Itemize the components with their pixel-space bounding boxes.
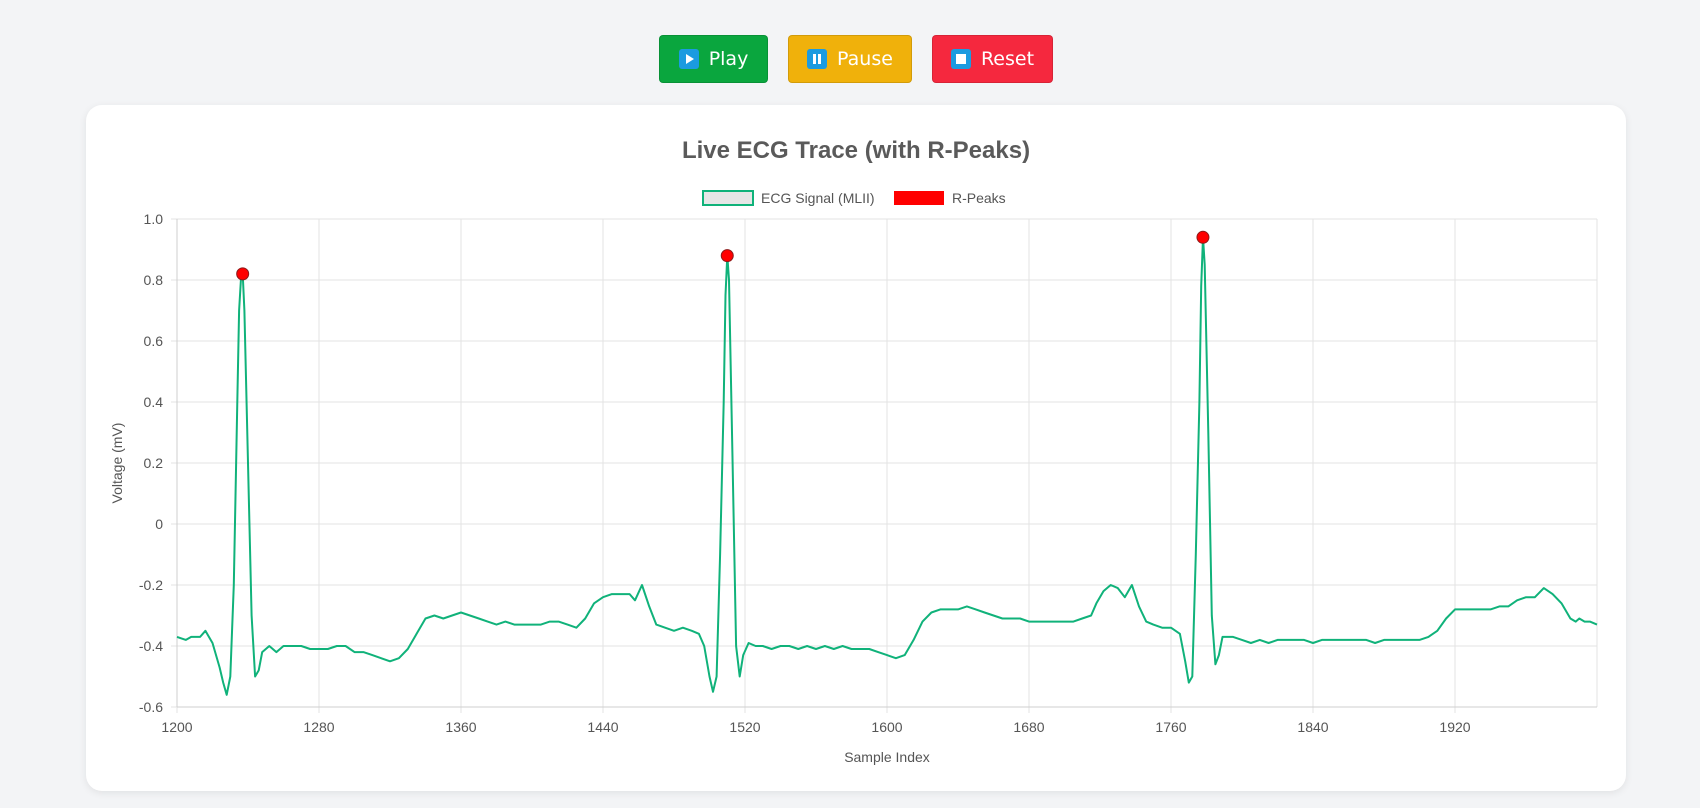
- y-tick-label: 0.8: [144, 272, 164, 288]
- y-axis-label: Voltage (mV): [109, 423, 125, 504]
- reset-button[interactable]: Reset: [932, 35, 1053, 83]
- stop-icon: [950, 49, 971, 69]
- tick-labels: 1200 1280 1360 1440 1520 1600 1680 1760 1840 1920…: [139, 211, 1471, 735]
- pause-button-label: Pause: [837, 48, 893, 70]
- x-tick-label: 1200: [161, 719, 192, 735]
- reset-button-label: Reset: [980, 48, 1035, 70]
- pause-button[interactable]: Pause: [788, 35, 912, 83]
- x-tick-label: 1840: [1297, 719, 1328, 735]
- chart-title: Live ECG Trace (with R-Peaks): [682, 137, 1030, 164]
- x-tick-label: 1680: [1013, 719, 1044, 735]
- y-tick-label: 0: [155, 516, 163, 532]
- grid: [171, 218, 1598, 713]
- axes: [176, 219, 1597, 708]
- play-icon: [678, 49, 699, 69]
- chart-card: Live ECG Trace (with R-Peaks) ECG Signal…: [86, 105, 1626, 791]
- r-peak-point[interactable]: [236, 267, 250, 281]
- y-tick-label: 0.2: [144, 455, 164, 471]
- r-peak-point[interactable]: [720, 249, 734, 263]
- y-tick-label: 0.6: [144, 333, 164, 349]
- legend-swatch-ecg: [702, 190, 754, 206]
- playback-toolbar: Play Pause Reset: [0, 35, 1700, 85]
- x-axis-label: Sample Index: [844, 749, 930, 765]
- y-tick-label: -0.6: [139, 699, 163, 715]
- play-button-label: Play: [708, 48, 749, 70]
- series: [176, 230, 1598, 696]
- x-tick-label: 1600: [871, 719, 902, 735]
- pause-icon: [807, 49, 828, 69]
- ecg-chart: Live ECG Trace (with R-Peaks) ECG Signal…: [109, 137, 1598, 765]
- x-tick-label: 1920: [1439, 719, 1470, 735]
- play-button[interactable]: Play: [659, 35, 768, 83]
- legend-swatch-rpeaks: [894, 191, 944, 205]
- r-peak-point[interactable]: [1196, 230, 1210, 244]
- legend-label-rpeaks: R-Peaks: [952, 190, 1006, 206]
- x-tick-label: 1760: [1155, 719, 1186, 735]
- y-tick-label: 1.0: [144, 211, 164, 227]
- x-tick-label: 1360: [445, 719, 476, 735]
- legend-item-rpeaks[interactable]: R-Peaks: [894, 190, 1006, 206]
- y-tick-label: 0.4: [144, 394, 164, 410]
- y-tick-label: -0.4: [139, 638, 163, 654]
- legend-label-ecg: ECG Signal (MLII): [761, 190, 875, 206]
- legend-item-ecg[interactable]: ECG Signal (MLII): [702, 190, 875, 206]
- x-tick-label: 1280: [303, 719, 334, 735]
- ecg-signal-line: [176, 236, 1598, 696]
- x-tick-label: 1520: [729, 719, 760, 735]
- x-tick-label: 1440: [587, 719, 618, 735]
- legend: ECG Signal (MLII) R-Peaks: [702, 190, 1006, 206]
- y-tick-label: -0.2: [139, 577, 163, 593]
